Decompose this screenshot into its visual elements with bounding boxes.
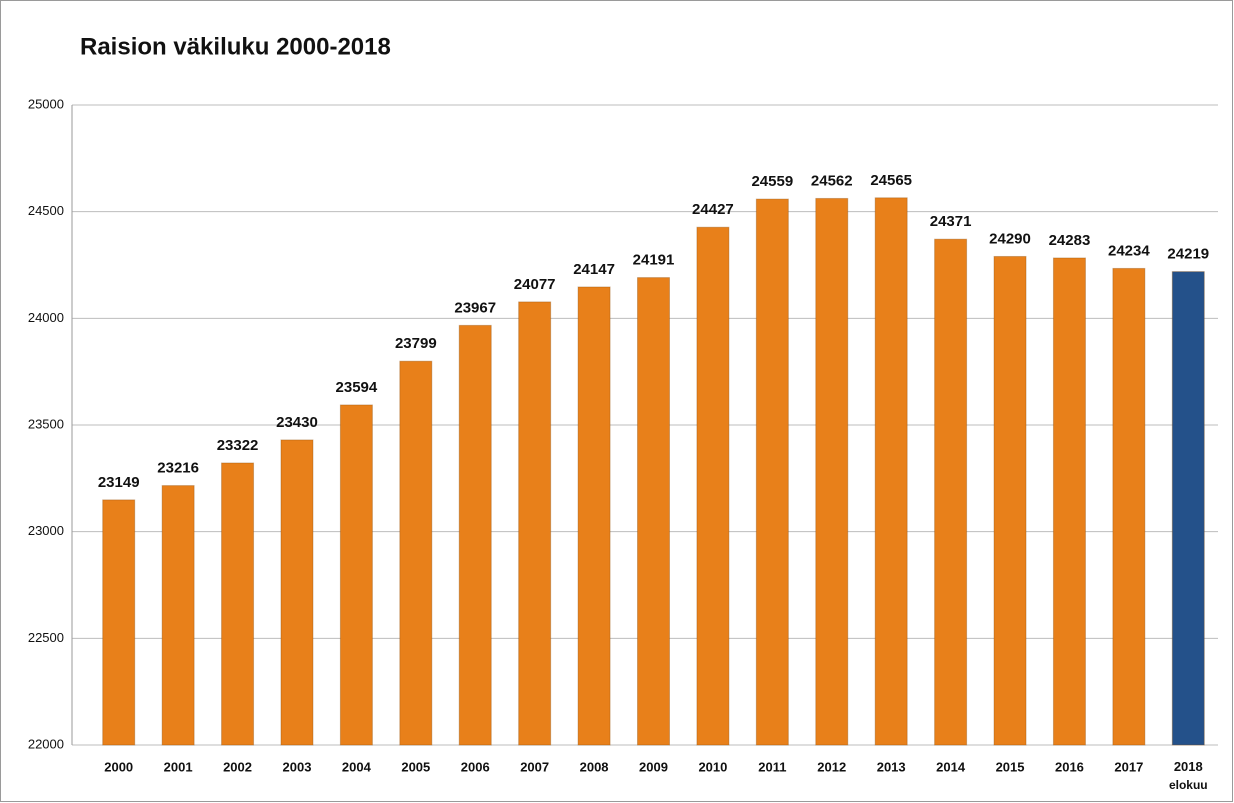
value-label: 23430	[276, 414, 318, 431]
x-tick-label: 2011	[758, 759, 786, 774]
x-tick-label: 2003	[283, 759, 312, 774]
y-tick-label: 25000	[28, 96, 64, 111]
x-tick-label: 2014	[936, 759, 966, 774]
value-label: 24077	[514, 276, 556, 293]
bar	[102, 499, 136, 746]
value-label: 24565	[870, 172, 912, 189]
value-label: 23322	[217, 437, 259, 454]
value-label: 23594	[336, 379, 378, 396]
x-tick-label: 2009	[639, 759, 668, 774]
bar	[458, 324, 492, 746]
x-tick-label: 2004	[342, 759, 372, 774]
value-label: 24562	[811, 172, 853, 189]
value-label: 24371	[930, 213, 972, 230]
bar	[755, 198, 789, 746]
bar	[280, 439, 314, 746]
y-tick-label: 22000	[28, 736, 64, 751]
x-tick-label: 2007	[520, 759, 549, 774]
bar	[696, 226, 730, 746]
value-label: 23216	[157, 460, 199, 477]
bar	[637, 277, 670, 746]
bar	[339, 404, 373, 746]
x-tick-label: 2002	[223, 759, 252, 774]
bar	[815, 197, 849, 746]
value-label: 24290	[989, 230, 1031, 247]
value-label: 23967	[454, 299, 496, 316]
bar	[874, 197, 908, 746]
x-tick-label: 2013	[877, 759, 906, 774]
value-label: 24559	[751, 173, 793, 190]
bar	[993, 255, 1027, 746]
bar	[1171, 271, 1205, 746]
y-tick-label: 24000	[28, 310, 64, 325]
x-tick-label: 2012	[817, 759, 846, 774]
x-tick-label: 2016	[1055, 759, 1084, 774]
bar	[221, 462, 255, 746]
y-tick-label: 23000	[28, 523, 64, 538]
x-tick-label: 2008	[580, 759, 609, 774]
x-tick-label: 2018 elokuu	[1169, 759, 1208, 792]
y-tick-label: 22500	[28, 630, 64, 645]
value-label: 23149	[98, 474, 140, 491]
bar	[934, 238, 968, 746]
bar	[1112, 267, 1146, 746]
value-label: 24234	[1108, 242, 1150, 259]
x-tick-label: 2001	[164, 759, 193, 774]
bar	[1052, 257, 1086, 746]
value-label: 24283	[1049, 232, 1091, 249]
bar	[399, 360, 433, 746]
x-tick-label: 2006	[461, 759, 490, 774]
y-tick-label: 24500	[28, 203, 64, 218]
x-tick-label: 2017	[1114, 759, 1143, 774]
chart-title: Raision väkiluku 2000-2018	[80, 33, 391, 60]
y-tick-label: 23500	[28, 416, 64, 431]
x-tick-label: 2005	[401, 759, 430, 774]
x-tick-label: 2000	[104, 759, 133, 774]
value-label: 24427	[692, 201, 734, 218]
value-label: 23799	[395, 335, 437, 352]
value-label: 24147	[573, 261, 615, 278]
bar	[518, 301, 552, 746]
value-label: 24191	[633, 252, 675, 269]
bar	[161, 485, 195, 746]
x-tick-label: 2015	[996, 759, 1025, 774]
x-tick-label: 2010	[698, 759, 727, 774]
bar	[577, 286, 611, 746]
value-label: 24219	[1167, 246, 1209, 263]
